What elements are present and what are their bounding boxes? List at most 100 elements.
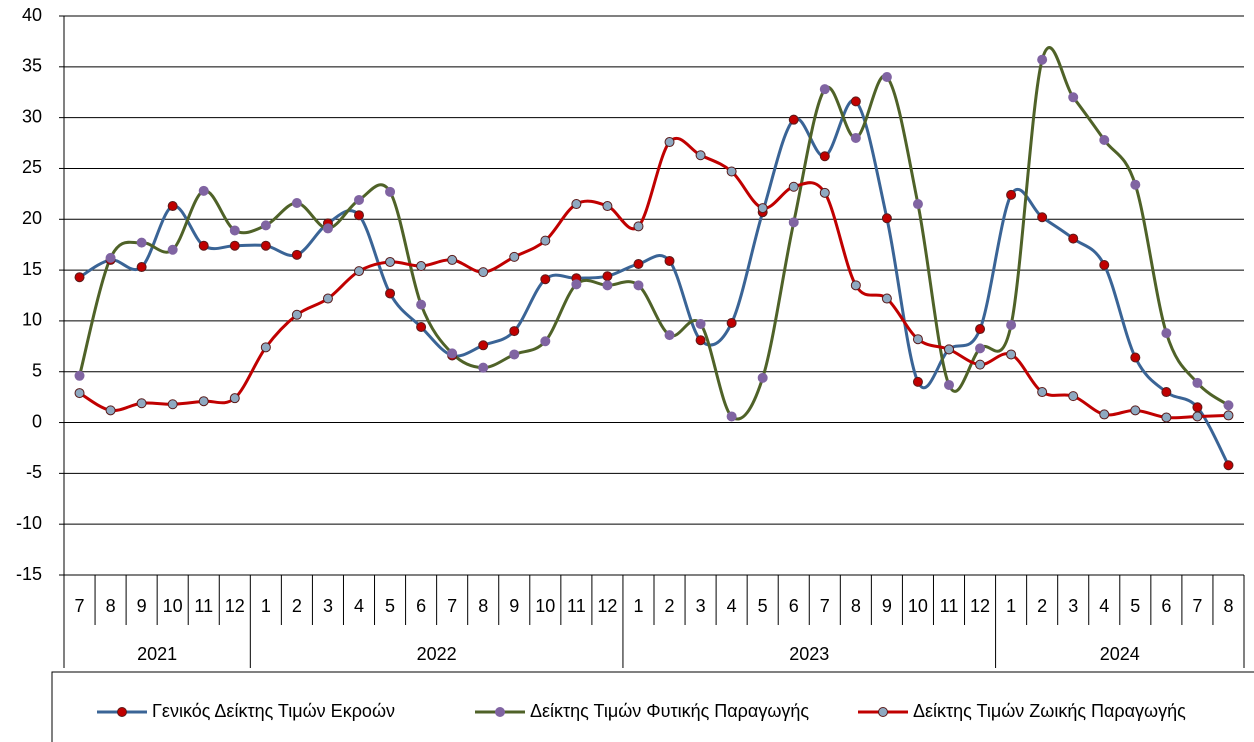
data-point [695,318,706,329]
data-point [291,198,302,209]
x-tick-label: 9 [882,596,892,616]
data-point [385,288,396,299]
data-point [74,370,85,381]
x-tick-label: 7 [1192,596,1202,616]
data-point [540,235,551,246]
data-point [571,279,582,290]
data-point [881,71,892,82]
series-line [78,136,1229,420]
data-point [633,258,644,269]
data-point [1037,387,1048,398]
data-point [695,150,706,161]
data-point [229,225,240,236]
data-point [1192,411,1203,422]
x-tick-label: 7 [820,596,830,616]
data-point [788,114,799,125]
y-tick-label: 0 [32,411,42,431]
data-point [1223,400,1234,411]
data-point [322,293,333,304]
data-point [726,411,737,422]
data-point [385,256,396,267]
data-point [633,221,644,232]
legend-marker [117,707,127,717]
series-line [78,46,1230,421]
data-point [540,336,551,347]
data-point [695,335,706,346]
x-tick-label: 5 [385,596,395,616]
data-point [912,199,923,210]
data-point [416,261,427,272]
data-point [1037,54,1048,65]
x-tick-label: 8 [851,596,861,616]
data-point [1099,260,1110,271]
x-tick-label: 8 [106,596,116,616]
y-tick-label: 30 [22,106,42,126]
data-point [1130,179,1141,190]
data-point [1006,189,1017,200]
data-point [912,334,923,345]
data-point [819,84,830,95]
data-point [788,181,799,192]
data-point [1192,377,1203,388]
x-tick-label: 1 [261,596,271,616]
x-tick-label: 4 [354,596,364,616]
data-point [540,274,551,285]
data-point [260,220,271,231]
data-point [1223,460,1234,471]
data-point [447,348,458,359]
data-point [1068,92,1079,103]
x-tick-label: 4 [1099,596,1109,616]
data-point [1099,409,1110,420]
data-point [1068,233,1079,244]
x-tick-label: 10 [908,596,928,616]
y-tick-label: 20 [22,208,42,228]
data-point [757,203,768,214]
legend-frame [51,671,1254,742]
data-point [1130,352,1141,363]
group-label: 2022 [417,644,457,664]
data-point [1192,402,1203,413]
data-point [881,213,892,224]
group-label: 2021 [137,644,177,664]
data-point [912,376,923,387]
data-point [602,201,613,212]
x-tick-label: 1 [1006,596,1016,616]
series-line [78,98,1230,466]
x-tick-label: 6 [789,596,799,616]
x-tick-label: 1 [633,596,643,616]
x-tick-label: 9 [137,596,147,616]
data-point [260,240,271,251]
x-tick-label: 5 [758,596,768,616]
x-tick-label: 9 [509,596,519,616]
data-point [602,271,613,282]
data-point [229,393,240,404]
data-point [229,240,240,251]
data-point [136,237,147,248]
x-tick-label: 12 [970,596,990,616]
data-point [944,379,954,390]
data-point [633,280,644,291]
data-point [167,244,178,255]
data-point [664,330,675,341]
data-point [509,349,520,360]
data-point [664,137,675,148]
data-point [105,252,116,263]
y-tick-label: 15 [22,259,42,279]
data-point [1130,405,1141,416]
x-tick-label: 8 [1223,596,1233,616]
data-point [354,194,364,205]
data-point [509,251,520,262]
x-tick-label: 5 [1130,596,1140,616]
x-tick-label: 3 [323,596,333,616]
data-point [385,186,396,197]
data-point [1161,412,1172,423]
data-point [478,267,489,278]
group-label: 2024 [1100,644,1140,664]
x-tick-label: 6 [1161,596,1171,616]
y-tick-label: 10 [22,310,42,330]
data-point [167,201,178,212]
data-point [1161,328,1172,339]
x-tick-label: 2 [292,596,302,616]
data-point [260,342,271,353]
group-label: 2023 [789,644,829,664]
